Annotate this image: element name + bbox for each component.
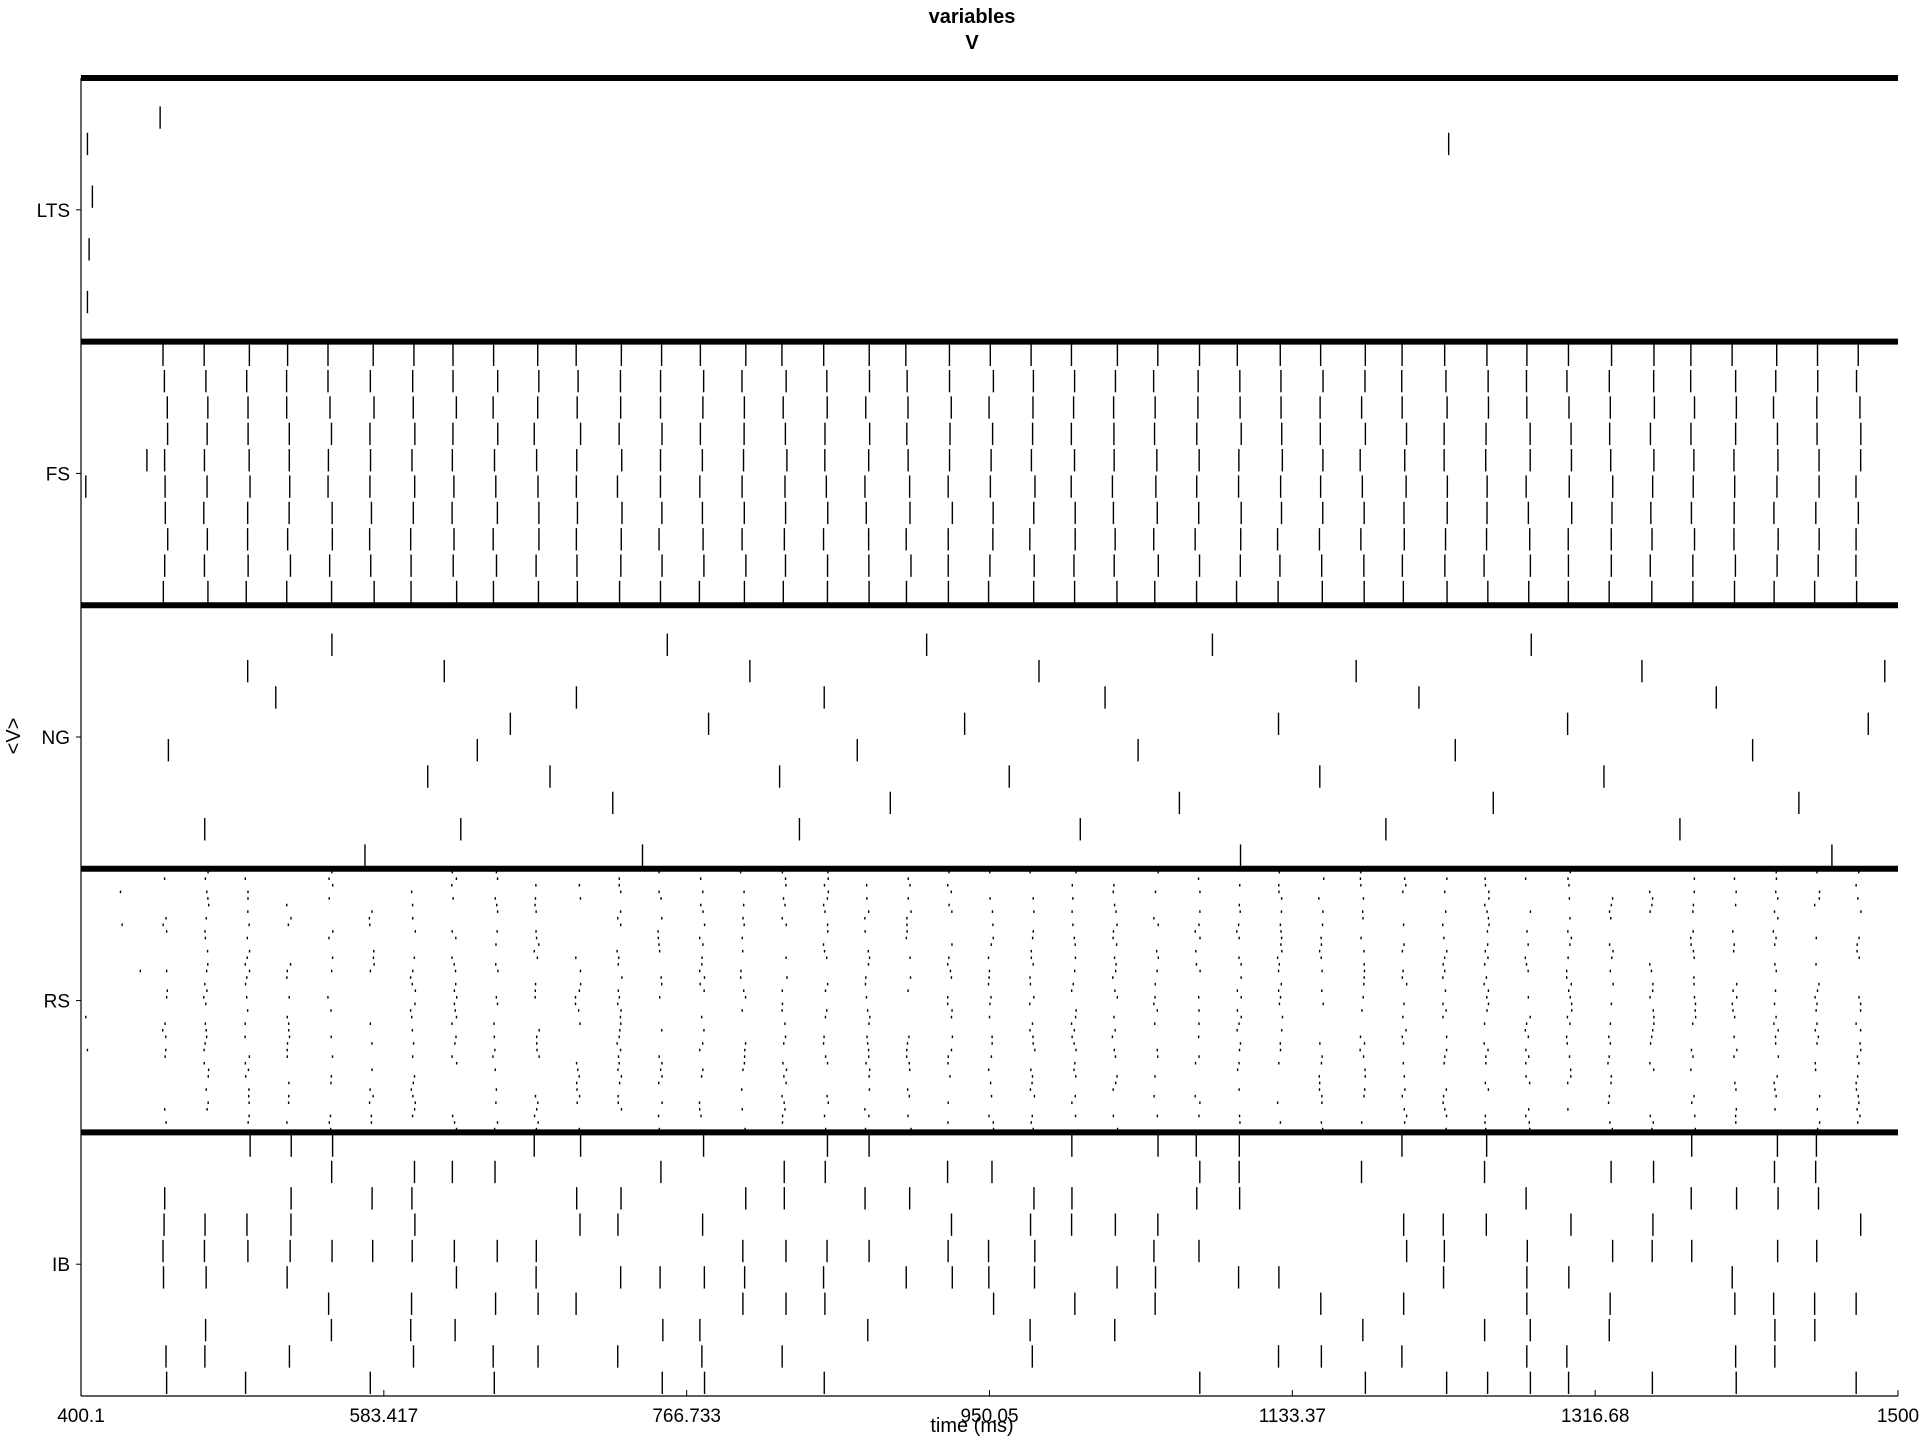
chart-subtitle: V (965, 32, 979, 54)
population-rs (85, 870, 1862, 1131)
population-ng (167, 633, 1886, 867)
y-tick-label-ng: NG (42, 728, 71, 749)
spike-raster (85, 106, 1886, 1394)
axes: LTS FS NG RS IB 400.1 583.417 766.733 950.05 1133… (37, 75, 1919, 1427)
x-tick-label: 1133.37 (1259, 1406, 1326, 1427)
chart-title: variables (929, 6, 1016, 28)
x-tick-label: 766.733 (652, 1406, 721, 1427)
x-axis-label: time (ms) (930, 1415, 1013, 1437)
population-ib (162, 1134, 1862, 1394)
x-tick-label: 583.417 (349, 1406, 418, 1427)
x-tick-label: 1316.68 (1561, 1406, 1630, 1427)
x-tick-label: 400.1 (57, 1406, 105, 1427)
population-lts (86, 106, 1450, 314)
x-tick-label: 950.05 (960, 1406, 1018, 1427)
y-axis-label: <V> (3, 718, 25, 755)
population-fs (85, 343, 1862, 604)
x-tick-label: 1500 (1877, 1406, 1919, 1427)
y-tick-label-fs: FS (46, 464, 70, 485)
y-tick-label-lts: LTS (37, 201, 70, 222)
y-tick-label-rs: RS (44, 992, 70, 1013)
y-tick-label-ib: IB (52, 1255, 70, 1276)
